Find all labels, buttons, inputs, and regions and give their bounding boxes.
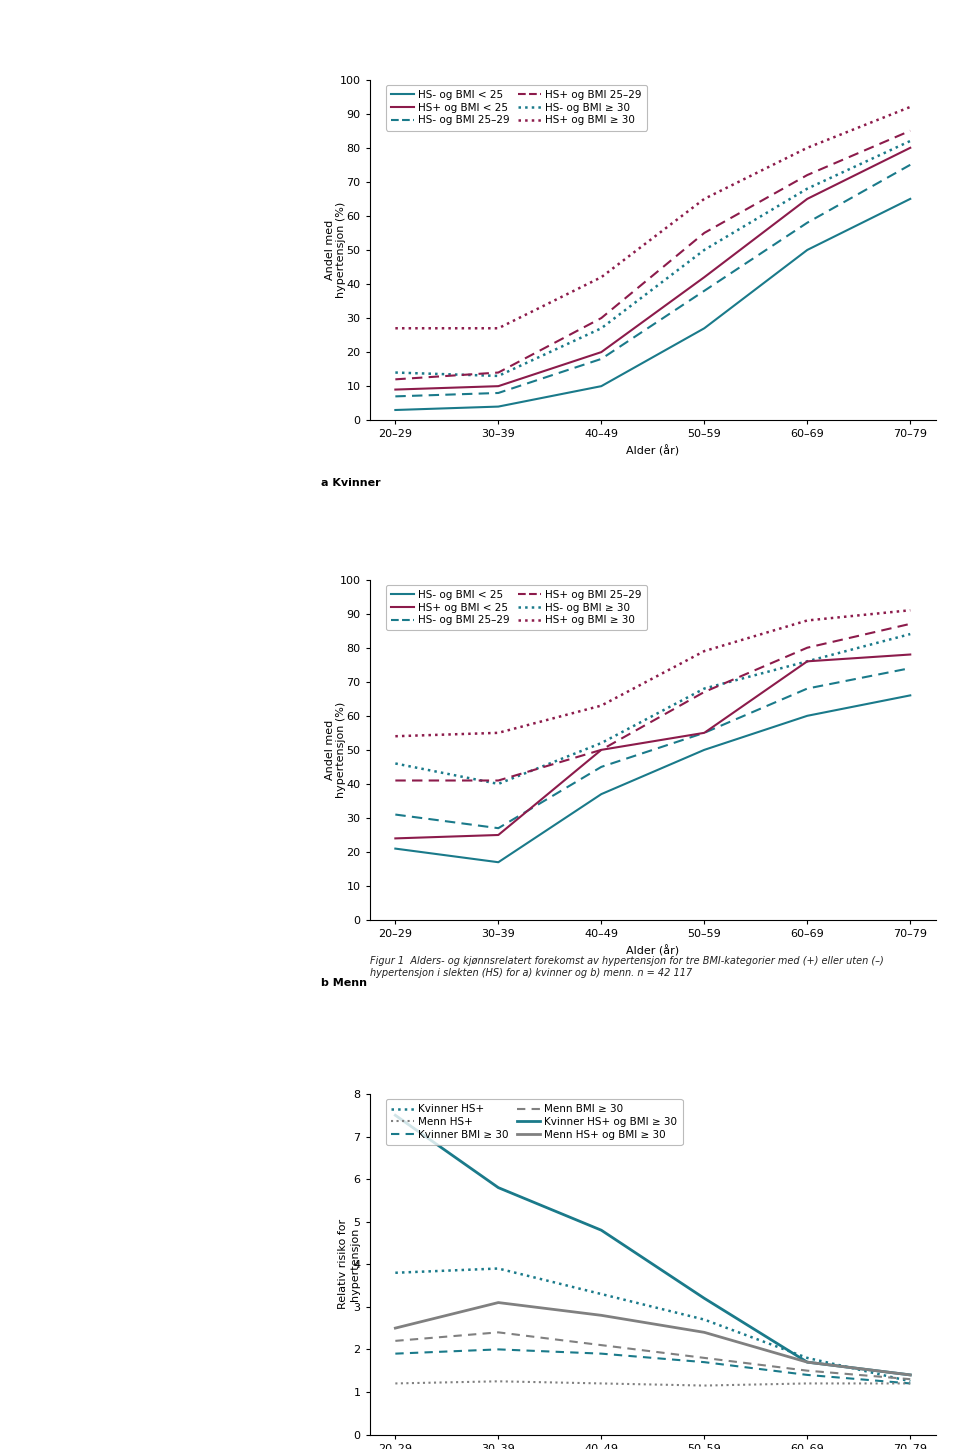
Kvinner HS+ [802,1349,813,1366]
Kvinner HS+ og BMI ≥ 30 [904,1366,916,1384]
Kvinner HS+ [699,1311,710,1329]
Line: Kvinner HS+: Kvinner HS+ [396,1268,910,1381]
Kvinner BMI ≥ 30 [595,1345,607,1362]
Kvinner BMI ≥ 30 [390,1345,401,1362]
Text: b Menn: b Menn [322,978,368,988]
Y-axis label: Andel med
hypertensjon (%): Andel med hypertensjon (%) [324,701,347,798]
Legend: HS- og BMI < 25, HS+ og BMI < 25, HS- og BMI 25–29, HS+ og BMI 25–29, HS- og BMI: HS- og BMI < 25, HS+ og BMI < 25, HS- og… [386,85,647,130]
Menn BMI ≥ 30 [595,1336,607,1353]
Menn HS+ [492,1372,504,1390]
Text: Figur 1  Alders- og kjønnsrelatert forekomst av hypertensjon for tre BMI-kategor: Figur 1 Alders- og kjønnsrelatert foreko… [370,956,883,978]
Kvinner BMI ≥ 30 [802,1366,813,1384]
Line: Menn BMI ≥ 30: Menn BMI ≥ 30 [396,1333,910,1379]
Kvinner HS+ [904,1372,916,1390]
Kvinner BMI ≥ 30 [492,1340,504,1358]
Kvinner HS+ og BMI ≥ 30 [595,1222,607,1239]
Menn BMI ≥ 30 [802,1362,813,1379]
Menn HS+ [802,1375,813,1392]
Menn HS+ og BMI ≥ 30 [802,1353,813,1371]
Menn HS+ og BMI ≥ 30 [904,1366,916,1384]
Menn HS+ og BMI ≥ 30 [390,1320,401,1337]
Kvinner BMI ≥ 30 [699,1353,710,1371]
Text: a Kvinner: a Kvinner [322,478,381,488]
Line: Menn HS+ og BMI ≥ 30: Menn HS+ og BMI ≥ 30 [396,1303,910,1375]
Line: Kvinner HS+ og BMI ≥ 30: Kvinner HS+ og BMI ≥ 30 [396,1116,910,1375]
Kvinner HS+ [492,1259,504,1277]
Kvinner HS+ [595,1285,607,1303]
Kvinner HS+ [390,1264,401,1281]
Menn HS+ og BMI ≥ 30 [595,1307,607,1324]
Menn HS+ [390,1375,401,1392]
Kvinner HS+ og BMI ≥ 30 [802,1353,813,1371]
Kvinner HS+ og BMI ≥ 30 [390,1107,401,1124]
Menn HS+ og BMI ≥ 30 [699,1324,710,1342]
Kvinner BMI ≥ 30 [904,1375,916,1392]
Menn HS+ [595,1375,607,1392]
X-axis label: Alder (år): Alder (år) [626,945,680,956]
Kvinner HS+ og BMI ≥ 30 [699,1290,710,1307]
Legend: Kvinner HS+, Menn HS+, Kvinner BMI ≥ 30, Menn BMI ≥ 30, Kvinner HS+ og BMI ≥ 30,: Kvinner HS+, Menn HS+, Kvinner BMI ≥ 30,… [386,1100,683,1145]
Kvinner HS+ og BMI ≥ 30 [492,1179,504,1197]
Y-axis label: Andel med
hypertensjon (%): Andel med hypertensjon (%) [324,201,347,298]
Menn BMI ≥ 30 [904,1371,916,1388]
Legend: HS- og BMI < 25, HS+ og BMI < 25, HS- og BMI 25–29, HS+ og BMI 25–29, HS- og BMI: HS- og BMI < 25, HS+ og BMI < 25, HS- og… [386,585,647,630]
Line: Kvinner BMI ≥ 30: Kvinner BMI ≥ 30 [396,1349,910,1384]
Menn BMI ≥ 30 [390,1332,401,1349]
Menn HS+ [904,1375,916,1392]
Line: Menn HS+: Menn HS+ [396,1381,910,1385]
Y-axis label: Relativ risiko for
hypertensjon: Relativ risiko for hypertensjon [339,1219,360,1310]
X-axis label: Alder (år): Alder (år) [626,445,680,456]
Menn BMI ≥ 30 [492,1324,504,1342]
Menn HS+ [699,1377,710,1394]
Menn HS+ og BMI ≥ 30 [492,1294,504,1311]
Menn BMI ≥ 30 [699,1349,710,1366]
